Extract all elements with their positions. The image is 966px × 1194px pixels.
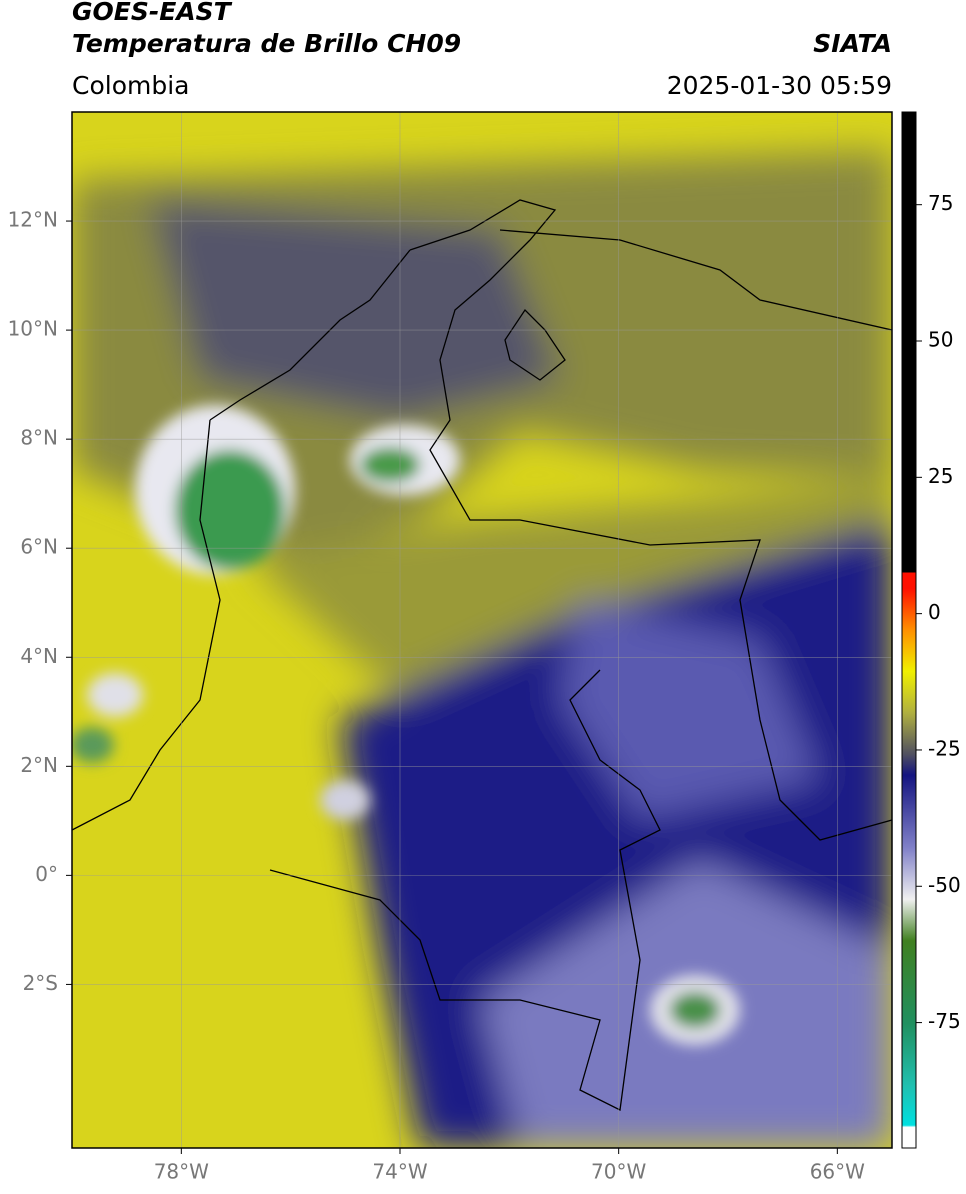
colorbar-tick-label: -75 [928,1009,961,1033]
y-tick-label: 4°N [20,644,58,668]
colorbar-tick-label: -50 [928,873,961,897]
colorbar-tick-label: 0 [928,600,941,624]
colorbar-tick-label: 75 [928,191,953,215]
colorbar [901,111,917,1149]
x-tick-label: 66°W [810,1160,865,1184]
graticule [72,112,892,1148]
map-frame [71,111,893,1149]
x-tick-label: 74°W [372,1160,427,1184]
y-tick-label: 2°S [23,971,58,995]
colorbar-tick-label: 25 [928,464,953,488]
satellite-image [72,112,892,1148]
subtitle: Temperatura de Brillo CH09 [72,29,461,58]
source: SIATA [813,29,892,58]
y-tick-label: 0° [35,862,58,886]
y-tick-label: 2°N [20,753,58,777]
y-tick-label: 8°N [20,426,58,450]
colorbar-tick-label: 50 [928,328,953,352]
y-tick-label: 6°N [20,535,58,559]
y-tick-label: 10°N [8,317,58,341]
region: Colombia [72,71,189,100]
y-tick-label: 12°N [8,208,58,232]
x-tick-label: 78°W [154,1160,209,1184]
x-tick-label: 70°W [591,1160,646,1184]
colorbar-tick-label: -25 [928,736,961,760]
title: GOES-EAST [72,0,233,26]
timestamp: 2025-01-30 05:59 [667,71,892,100]
